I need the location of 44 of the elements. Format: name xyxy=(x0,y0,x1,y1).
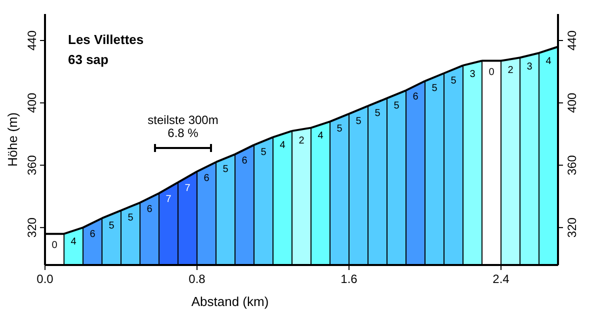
annotation: 6 xyxy=(90,228,96,240)
annotation: 4 xyxy=(70,236,77,248)
y-axis-title: Höhe (m) xyxy=(5,112,20,167)
x-tick-label: 0.0 xyxy=(36,272,54,286)
annotation: 6 xyxy=(242,156,248,167)
annotation: 5 xyxy=(394,100,400,112)
y-tick-label: 320 xyxy=(25,217,39,238)
annotation: 3 xyxy=(526,61,533,72)
x-tick-label: 0.8 xyxy=(188,272,206,286)
annotation: 5 xyxy=(222,164,229,176)
x-tick-label: 2.4 xyxy=(492,272,510,286)
annotation: 2 xyxy=(508,65,514,76)
annotation: 0 xyxy=(52,240,58,251)
annotation: 3 xyxy=(470,69,476,80)
annotation: 5 xyxy=(128,212,134,224)
x-axis-title: Abstand (km) xyxy=(191,294,269,309)
y2-tick-label: 360 xyxy=(565,154,579,176)
x-tick-label: 1.6 xyxy=(340,272,358,286)
y-tick-label: 360 xyxy=(25,154,39,176)
annotation: 5 xyxy=(336,124,343,135)
annotation: steilste 300m 6.8 % xyxy=(148,113,218,140)
annotation: 6 xyxy=(204,172,210,184)
text: 63 sap xyxy=(68,52,109,67)
annotation: 4 xyxy=(546,56,552,67)
y2-tick-label: 320 xyxy=(565,217,579,238)
y-tick-label: 400 xyxy=(25,92,39,113)
annotation: 7 xyxy=(184,182,191,194)
annotation: 2 xyxy=(298,135,305,146)
text: Les Villettes xyxy=(68,32,144,47)
annotation: 0 xyxy=(488,66,495,78)
annotation: 4 xyxy=(318,130,324,142)
annotation: 7 xyxy=(166,194,172,205)
annotation: 5 xyxy=(108,220,115,232)
annotation: 6 xyxy=(146,204,153,215)
annotation: 5 xyxy=(432,83,438,94)
annotation: 5 xyxy=(260,147,267,158)
y2-tick-label: 440 xyxy=(565,30,579,51)
y2-tick-label: 400 xyxy=(565,92,579,113)
annotation: 4 xyxy=(280,140,286,152)
annotation: 5 xyxy=(450,75,457,86)
annotation: 5 xyxy=(356,116,362,127)
annotation: 6 xyxy=(412,92,419,103)
y-tick-label: 440 xyxy=(25,30,39,51)
annotation: 5 xyxy=(374,108,381,120)
